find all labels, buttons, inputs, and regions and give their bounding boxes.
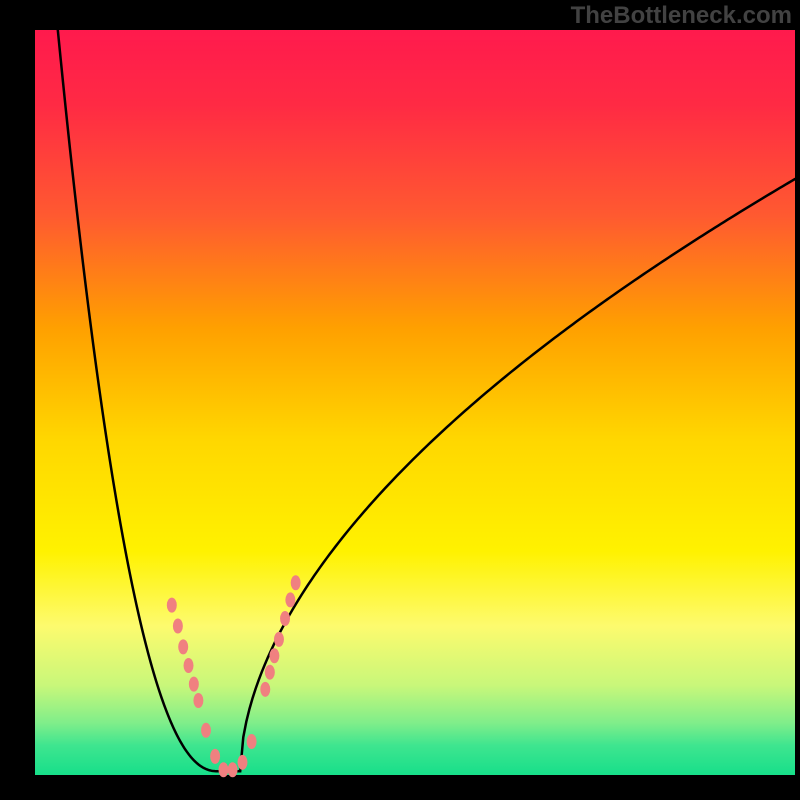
data-marker xyxy=(286,593,295,607)
data-marker xyxy=(228,763,237,777)
data-marker xyxy=(211,749,220,763)
data-marker xyxy=(281,612,290,626)
data-marker xyxy=(274,632,283,646)
watermark-text: TheBottleneck.com xyxy=(571,2,792,30)
data-marker xyxy=(238,755,247,769)
chart-container: TheBottleneck.com xyxy=(0,0,800,800)
data-marker xyxy=(167,598,176,612)
data-marker xyxy=(202,723,211,737)
data-marker xyxy=(194,694,203,708)
data-marker xyxy=(291,576,300,590)
chart-svg-layer xyxy=(0,0,800,800)
data-marker xyxy=(270,649,279,663)
data-marker xyxy=(219,763,228,777)
data-marker xyxy=(265,665,274,679)
data-marker xyxy=(179,640,188,654)
data-marker xyxy=(184,658,193,672)
data-marker xyxy=(189,677,198,691)
data-marker xyxy=(261,682,270,696)
data-marker xyxy=(173,619,182,633)
curve-markers xyxy=(167,576,300,777)
data-marker xyxy=(247,734,256,748)
bottleneck-curve xyxy=(58,30,795,771)
